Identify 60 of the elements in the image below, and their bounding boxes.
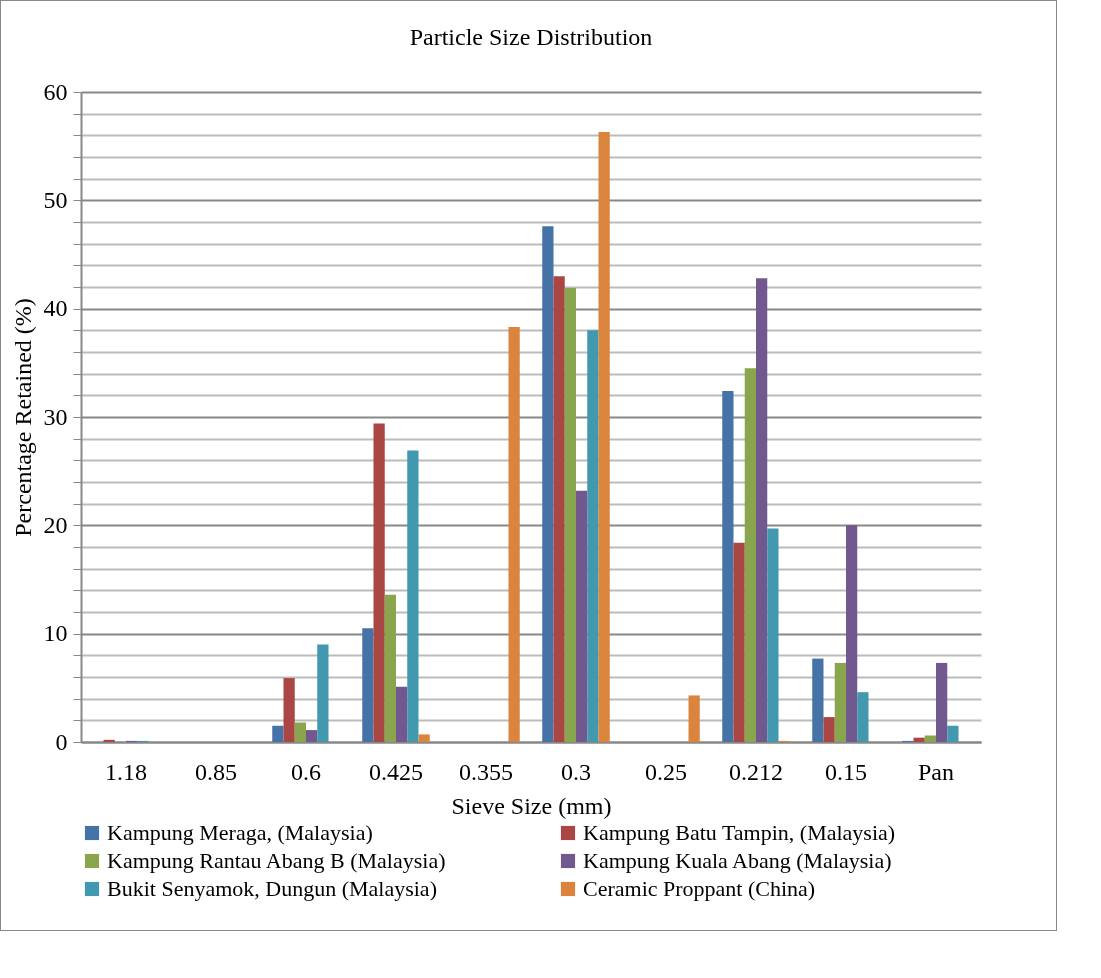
bar (722, 391, 734, 742)
y-tick-label: 30 (43, 403, 68, 430)
bar (103, 739, 115, 742)
bar (317, 644, 329, 742)
bar (587, 330, 599, 742)
x-tick-label: 0.425 (369, 758, 423, 785)
bar (598, 132, 610, 742)
bar (407, 450, 419, 742)
bar (744, 368, 756, 742)
legend-label: Kampung Meraga, (Malaysia) (107, 820, 373, 845)
y-tick-label: 0 (55, 728, 68, 755)
bar (272, 725, 284, 742)
bar (756, 278, 768, 742)
bar (418, 734, 430, 742)
x-tick-label: 0.3 (561, 758, 591, 785)
x-tick-label: 0.25 (645, 758, 687, 785)
bar (564, 288, 576, 742)
bar (913, 737, 925, 742)
bar (384, 594, 396, 742)
x-axis-title: Sieve Size (mm) (451, 792, 612, 819)
bar (688, 695, 700, 742)
x-tick-label: 0.355 (459, 758, 513, 785)
y-tick-label: 40 (43, 295, 68, 322)
bar (846, 525, 858, 742)
legend-label: Ceramic Proppant (China) (583, 876, 816, 901)
bar (306, 730, 318, 742)
legend-label: Bukit Senyamok, Dungun (Malaysia) (107, 876, 437, 901)
bar (947, 725, 959, 742)
legend-label: Kampung Rantau Abang B (Malaysia) (107, 848, 446, 873)
bar (508, 327, 520, 742)
bar (834, 662, 846, 742)
bar (553, 276, 565, 742)
bar (283, 678, 295, 742)
y-tick-label: 10 (43, 620, 68, 647)
bar (924, 735, 936, 742)
x-tick-label: 1.18 (105, 758, 147, 785)
x-tick-label: 0.15 (825, 758, 867, 785)
bar (767, 528, 779, 742)
bar (733, 542, 745, 742)
bar (396, 686, 408, 742)
y-axis-title: Percentage Retained (%) (9, 298, 36, 537)
bar (373, 423, 385, 742)
x-tick-label: 0.212 (729, 758, 783, 785)
chart-title: Particle Size Distribution (409, 24, 653, 50)
y-tick-label: 50 (43, 186, 68, 213)
x-tick-label: Pan (918, 758, 954, 785)
y-tick-label: 20 (43, 511, 68, 538)
legend-label: Kampung Batu Tampin, (Malaysia) (583, 820, 896, 845)
bar (857, 692, 869, 742)
bar (294, 722, 306, 742)
legend-label: Kampung Kuala Abang (Malaysia) (583, 848, 892, 873)
bar (576, 490, 588, 742)
bar (542, 226, 554, 742)
bar (362, 628, 374, 742)
x-tick-label: 0.85 (195, 758, 237, 785)
y-tick-label: 60 (43, 78, 68, 105)
bar (823, 717, 835, 742)
bar (936, 662, 948, 742)
x-tick-label: 0.6 (291, 758, 321, 785)
bar (812, 658, 824, 742)
